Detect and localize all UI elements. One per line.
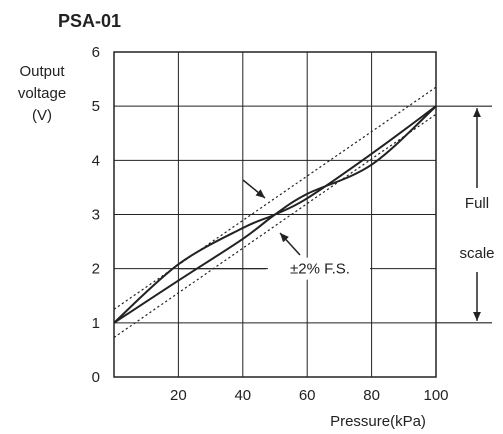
- x-tick-label-20: 20: [170, 387, 187, 404]
- annotations: ±2% F.S. Full scale: [178, 105, 500, 324]
- tick-labels: 0 1 2 3 4 5 6 20 40 60 80 100: [92, 44, 449, 404]
- full-scale-label-background: [456, 190, 500, 270]
- tolerance-label: ±2% F.S.: [290, 261, 350, 278]
- series-line-2: [113, 105, 437, 324]
- y-tick-label-1: 1: [92, 315, 100, 332]
- y-tick-label-5: 5: [92, 98, 100, 115]
- tolerance-arrow-upper: [242, 179, 266, 199]
- x-tick-label-60: 60: [299, 387, 316, 404]
- x-tick-label-40: 40: [234, 387, 251, 404]
- y-tick-label-0: 0: [92, 369, 100, 386]
- plot-frame: [113, 51, 437, 378]
- y-axis-label-line-2: voltage: [18, 85, 66, 102]
- y-tick-label-4: 4: [92, 152, 100, 169]
- gridlines: [114, 52, 436, 377]
- x-tick-label-80: 80: [363, 387, 380, 404]
- series-group: [113, 86, 437, 338]
- y-axis-label-line-3: (V): [32, 107, 52, 124]
- x-tick-label-100: 100: [423, 387, 448, 404]
- y-tick-label-2: 2: [92, 261, 100, 278]
- full-scale-label-line-2: scale: [459, 245, 494, 262]
- tolerance-arrow-lower: [279, 232, 301, 256]
- full-scale-label-line-1: Full: [465, 195, 489, 212]
- y-tick-label-3: 3: [92, 207, 100, 224]
- chart-title: PSA-01: [58, 11, 121, 31]
- y-axis-label-line-1: Output: [19, 63, 65, 80]
- tolerance-label-background: [268, 257, 370, 280]
- series-line-4: [113, 113, 437, 338]
- y-tick-label-6: 6: [92, 44, 100, 61]
- x-axis-label: Pressure(kPa): [330, 413, 426, 430]
